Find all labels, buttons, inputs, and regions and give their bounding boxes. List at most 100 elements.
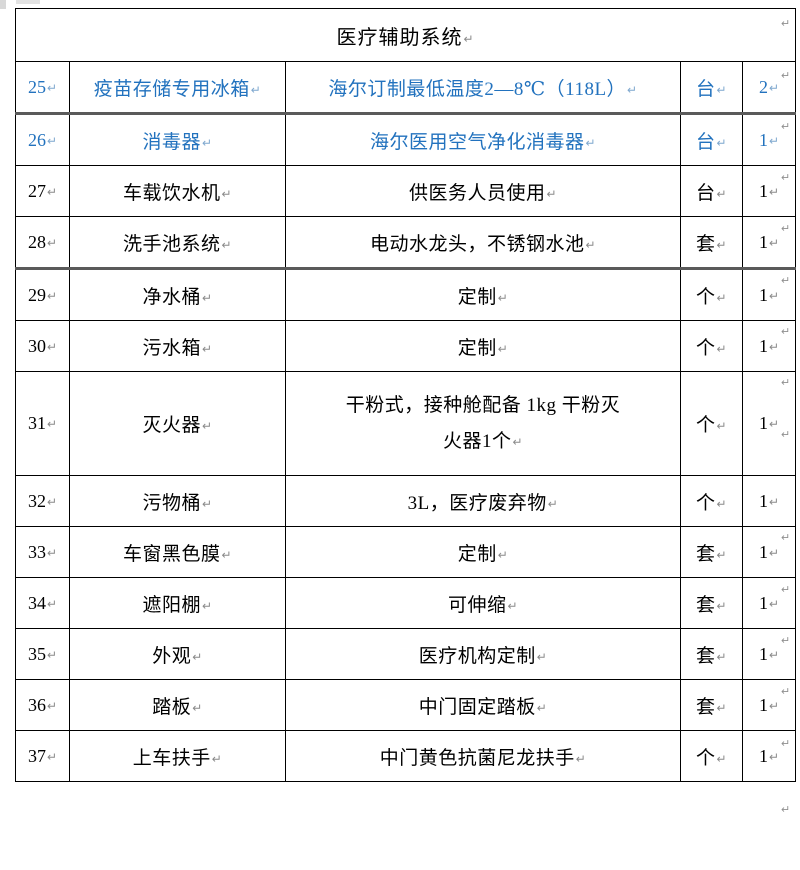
row-desc-cell: 可伸缩↵ (285, 577, 681, 629)
row-desc-text: 供医务人员使用 (408, 182, 546, 204)
row-qty-text: 1 (758, 335, 768, 356)
row-unit-text: 个 (695, 492, 716, 514)
row-unit-text: 个 (695, 286, 716, 308)
table-row: 35↵ 外观↵ 医疗机构定制↵ 套↵ 1↵ (15, 628, 796, 680)
pilcrow-icon: ↵ (201, 135, 213, 150)
scan-artifact-corner (0, 0, 6, 9)
row-unit-cell: 台↵ (680, 61, 743, 115)
pilcrow-icon: ↵ (768, 235, 780, 250)
row-unit-cell: 台↵ (680, 165, 743, 217)
row-qty-cell: 1↵ (742, 679, 796, 731)
pilcrow-icon: ↵ (716, 237, 728, 252)
pilcrow-icon: ↵ (716, 598, 728, 613)
row-qty-text: 1 (758, 643, 768, 664)
row-desc-text: 医疗机构定制 (418, 645, 536, 667)
margin-paragraph-mark: ↵ (781, 275, 791, 287)
row-desc-text: 中门黄色抗菌尼龙扶手 (379, 747, 575, 769)
pilcrow-icon: ↵ (768, 494, 780, 509)
pilcrow-icon: ↵ (768, 80, 780, 95)
row-number-text: 37 (27, 745, 46, 766)
pilcrow-icon: ↵ (716, 186, 728, 201)
row-name-cell: 污物桶↵ (69, 475, 286, 527)
row-desc-line-2-wrap: 火器1个↵ (286, 424, 680, 459)
pilcrow-icon: ↵ (768, 698, 780, 713)
pilcrow-icon: ↵ (716, 135, 728, 150)
pilcrow-icon: ↵ (716, 496, 728, 511)
pilcrow-icon: ↵ (463, 31, 475, 46)
row-name-text: 净水桶 (142, 286, 201, 308)
row-qty-cell: 1↵ (742, 268, 796, 321)
row-desc-cell: 中门固定踏板↵ (285, 679, 681, 731)
table-row: 25↵ 疫苗存储专用冰箱↵ 海尔订制最低温度2—8℃（118L）↵ 台↵ 2↵ (15, 61, 796, 115)
row-unit-cell: 套↵ (680, 577, 743, 629)
pilcrow-icon: ↵ (768, 545, 780, 560)
pilcrow-icon: ↵ (46, 647, 58, 662)
table-row: 30↵ 污水箱↵ 定制↵ 个↵ 1↵ (15, 320, 796, 372)
row-number-text: 30 (27, 335, 46, 356)
row-name-text: 遮阳棚 (142, 594, 201, 616)
pilcrow-icon: ↵ (497, 547, 509, 562)
pilcrow-icon: ↵ (192, 700, 203, 715)
table-row: 32↵ 污物桶↵ 3L，医疗废弃物↵ 个↵ 1↵ (15, 475, 796, 527)
pilcrow-icon: ↵ (46, 184, 58, 199)
row-unit-text: 台 (695, 78, 716, 100)
margin-paragraph-mark: ↵ (781, 584, 791, 596)
pilcrow-icon: ↵ (716, 700, 728, 715)
row-qty-cell: 1↵ (742, 730, 796, 782)
row-qty-cell: 1↵ (742, 320, 796, 372)
row-number-text: 34 (27, 592, 46, 613)
row-name-cell: 净水桶↵ (69, 268, 286, 321)
row-number-cell: 29↵ (15, 268, 70, 321)
row-desc-cell: 干粉式，接种舱配备 1kg 干粉灭 火器1个↵ (285, 371, 681, 476)
row-qty-text: 1 (758, 284, 768, 305)
pilcrow-icon: ↵ (201, 419, 213, 433)
row-qty-cell: 1↵ (742, 475, 796, 527)
row-name-text: 踏板 (152, 696, 192, 718)
row-unit-text: 台 (695, 182, 716, 204)
row-qty-cell: 1↵ (742, 371, 796, 476)
row-qty-text: 1 (758, 180, 768, 201)
row-name-cell: 外观↵ (69, 628, 286, 680)
row-qty-text: 1 (758, 231, 768, 252)
row-qty-cell: 2↵ (742, 61, 796, 115)
pilcrow-icon: ↵ (497, 290, 509, 305)
table-title-cell: 医疗辅助系统↵ (15, 8, 796, 62)
row-name-cell: 车窗黑色膜↵ (69, 526, 286, 578)
pilcrow-icon: ↵ (46, 545, 58, 560)
row-unit-cell: 套↵ (680, 526, 743, 578)
scan-artifact-top (16, 0, 40, 4)
pilcrow-icon: ↵ (768, 417, 780, 431)
pilcrow-icon: ↵ (716, 419, 728, 433)
margin-paragraph-mark: ↵ (781, 738, 791, 750)
row-desc-text: 定制 (457, 286, 497, 308)
row-qty-text: 1 (758, 592, 768, 613)
row-qty-cell: 1↵ (742, 165, 796, 217)
row-unit-cell: 台↵ (680, 113, 743, 166)
margin-paragraph-mark: ↵ (781, 686, 791, 698)
row-qty-text: 1 (758, 541, 768, 562)
pilcrow-icon: ↵ (46, 339, 58, 354)
row-number-cell: 34↵ (15, 577, 70, 629)
row-name-text: 污水箱 (142, 337, 201, 359)
row-desc-cell: 供医务人员使用↵ (285, 165, 681, 217)
row-number-cell: 28↵ (15, 216, 70, 270)
row-unit-text: 台 (695, 131, 716, 153)
row-name-cell: 消毒器↵ (69, 113, 286, 166)
row-number-cell: 32↵ (15, 475, 70, 527)
row-desc-text: 定制 (457, 543, 497, 565)
margin-paragraph-mark: ↵ (781, 377, 791, 389)
row-name-cell: 踏板↵ (69, 679, 286, 731)
row-qty-text: 2 (758, 76, 768, 97)
pilcrow-icon: ↵ (46, 417, 58, 431)
row-unit-cell: 个↵ (680, 268, 743, 321)
row-name-cell: 车载饮水机↵ (69, 165, 286, 217)
table-row: 26↵ 消毒器↵ 海尔医用空气净化消毒器↵ 台↵ 1↵ (15, 113, 796, 166)
pilcrow-icon: ↵ (201, 496, 213, 511)
pilcrow-icon: ↵ (536, 649, 548, 664)
table-row: 33↵ 车窗黑色膜↵ 定制↵ 套↵ 1↵ (15, 526, 796, 578)
row-number-text: 31 (27, 413, 46, 433)
pilcrow-icon: ↵ (221, 186, 233, 201)
row-number-text: 35 (27, 643, 46, 664)
row-number-cell: 33↵ (15, 526, 70, 578)
row-number-cell: 37↵ (15, 730, 70, 782)
